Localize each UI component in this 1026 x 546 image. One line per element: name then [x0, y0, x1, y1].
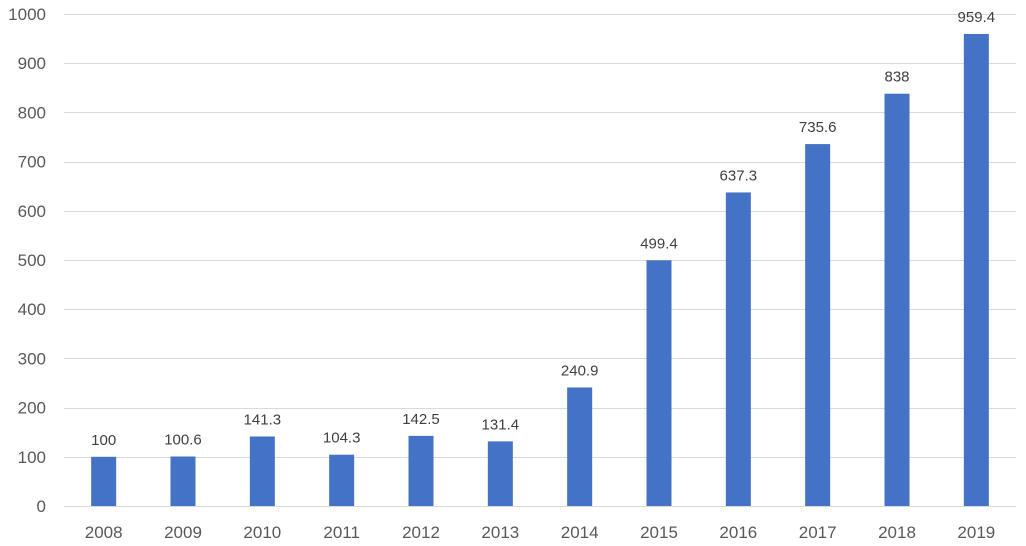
bar: [646, 260, 672, 506]
bar-value-label: 100.6: [164, 432, 202, 449]
y-axis: 0 100 200 300 400 500 600 700 800 900 1000: [8, 5, 46, 516]
x-tick-label: 2016: [719, 523, 757, 542]
x-tick-label: 2011: [323, 523, 360, 542]
bar: [408, 435, 434, 506]
data-labels: 100 100.6 141.3 104.3 142.5 131.4 240.9 499.4 63…: [91, 9, 995, 449]
x-tick-label: 2018: [878, 523, 916, 542]
y-tick-label: 100: [18, 448, 46, 467]
bar-value-label: 959.4: [958, 9, 996, 26]
y-tick-label: 600: [18, 202, 46, 221]
x-tick-label: 2008: [85, 523, 123, 542]
y-tick-label: 1000: [8, 5, 46, 24]
x-tick-label: 2019: [957, 523, 995, 542]
bar: [91, 456, 117, 506]
bar-value-label: 131.4: [482, 416, 520, 433]
bar-value-label: 499.4: [640, 235, 678, 252]
y-tick-label: 900: [18, 54, 46, 73]
bar: [170, 456, 196, 506]
y-tick-label: 300: [18, 349, 46, 368]
bar: [567, 387, 593, 506]
y-tick-label: 800: [18, 103, 46, 122]
y-tick-label: 0: [37, 497, 46, 516]
bar: [329, 454, 355, 506]
x-tick-label: 2009: [164, 523, 202, 542]
bar-value-label: 735.6: [799, 119, 837, 136]
y-tick-label: 500: [18, 251, 46, 270]
bar: [884, 93, 910, 506]
x-tick-label: 2015: [640, 523, 678, 542]
bar-value-label: 240.9: [561, 362, 599, 379]
bar: [805, 144, 831, 507]
bar-value-label: 104.3: [323, 430, 361, 447]
x-tick-label: 2017: [799, 523, 837, 542]
x-tick-label: 2010: [243, 523, 281, 542]
y-tick-label: 200: [18, 399, 46, 418]
bar-value-label: 637.3: [720, 167, 758, 184]
bar: [963, 33, 989, 507]
bar: [487, 441, 513, 506]
x-tick-label: 2014: [561, 523, 599, 542]
bar: [249, 436, 275, 506]
bar: [725, 192, 751, 506]
bar-value-label: 100: [91, 432, 116, 449]
y-tick-label: 700: [18, 153, 46, 172]
y-tick-label: 400: [18, 300, 46, 319]
bar-value-label: 838: [884, 69, 909, 86]
bar-value-label: 141.3: [244, 411, 282, 428]
x-tick-label: 2012: [402, 523, 440, 542]
x-axis: 2008 2009 2010 2011 2012 2013 2014 2015 2016 2017…: [85, 523, 995, 542]
x-tick-label: 2013: [481, 523, 519, 542]
bars: [91, 33, 989, 507]
gridlines: [64, 14, 1016, 507]
bar-value-label: 142.5: [402, 411, 440, 428]
